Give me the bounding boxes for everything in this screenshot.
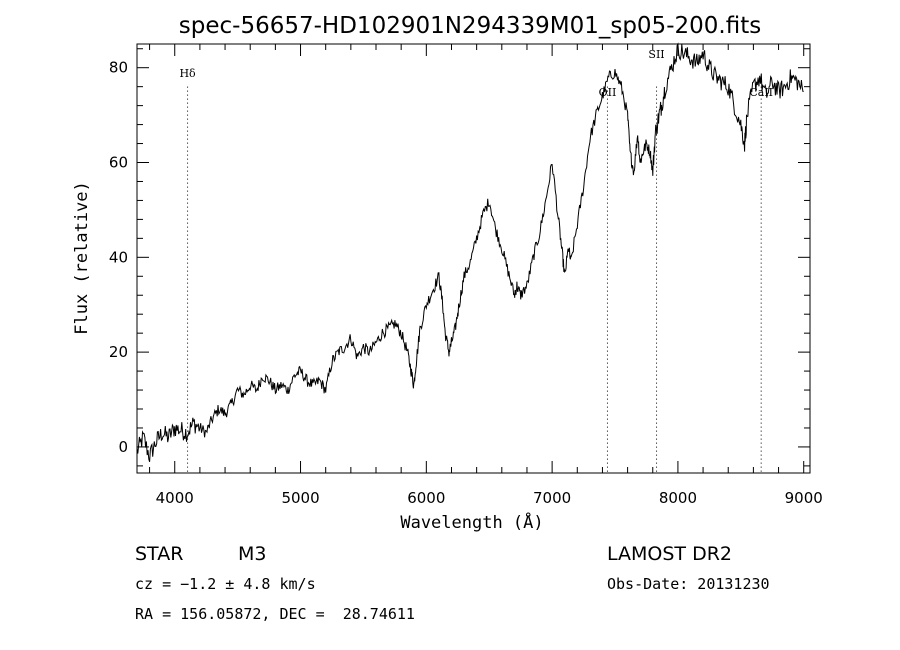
redshift-velocity: cz = −1.2 ± 4.8 km/s bbox=[135, 575, 316, 593]
line-marker-label: CaII bbox=[749, 86, 773, 99]
x-axis: 4000 5000 6000 7000 8000 9000 bbox=[156, 44, 823, 507]
x-axis-label: Wavelength (Å) bbox=[400, 511, 543, 533]
x-tick-label: 4000 bbox=[156, 489, 194, 507]
line-marker-label: Hδ bbox=[179, 67, 196, 80]
x-tick-label: 7000 bbox=[533, 489, 571, 507]
observation-date: Obs-Date: 20131230 bbox=[607, 575, 770, 593]
spectrum-line bbox=[136, 42, 804, 463]
chart-title: spec-56657-HD102901N294339M01_sp05-200.f… bbox=[179, 13, 761, 39]
survey-name: LAMOST DR2 bbox=[607, 543, 732, 565]
x-tick-label: 5000 bbox=[281, 489, 319, 507]
y-tick-label: 40 bbox=[109, 248, 128, 266]
y-tick-label: 80 bbox=[109, 59, 128, 77]
y-tick-label: 0 bbox=[118, 438, 128, 456]
y-tick-label: 60 bbox=[109, 154, 128, 172]
y-axis-label: Flux (relative) bbox=[72, 181, 92, 335]
object-subclass: M3 bbox=[238, 543, 266, 565]
y-axis: 0 20 40 60 80 bbox=[109, 59, 810, 456]
x-tick-label: 9000 bbox=[785, 489, 823, 507]
spectral-line-markers: Hδ OII SII CaII bbox=[179, 48, 773, 473]
line-marker-label: SII bbox=[648, 48, 664, 61]
coordinates: RA = 156.05872, DEC = 28.74611 bbox=[135, 605, 415, 623]
line-marker-label: OII bbox=[599, 86, 617, 99]
x-tick-label: 8000 bbox=[659, 489, 697, 507]
object-class: STAR bbox=[135, 543, 183, 565]
plot-frame bbox=[136, 43, 811, 474]
minor-ticks bbox=[137, 44, 810, 473]
x-tick-label: 6000 bbox=[407, 489, 445, 507]
y-tick-label: 20 bbox=[109, 343, 128, 361]
